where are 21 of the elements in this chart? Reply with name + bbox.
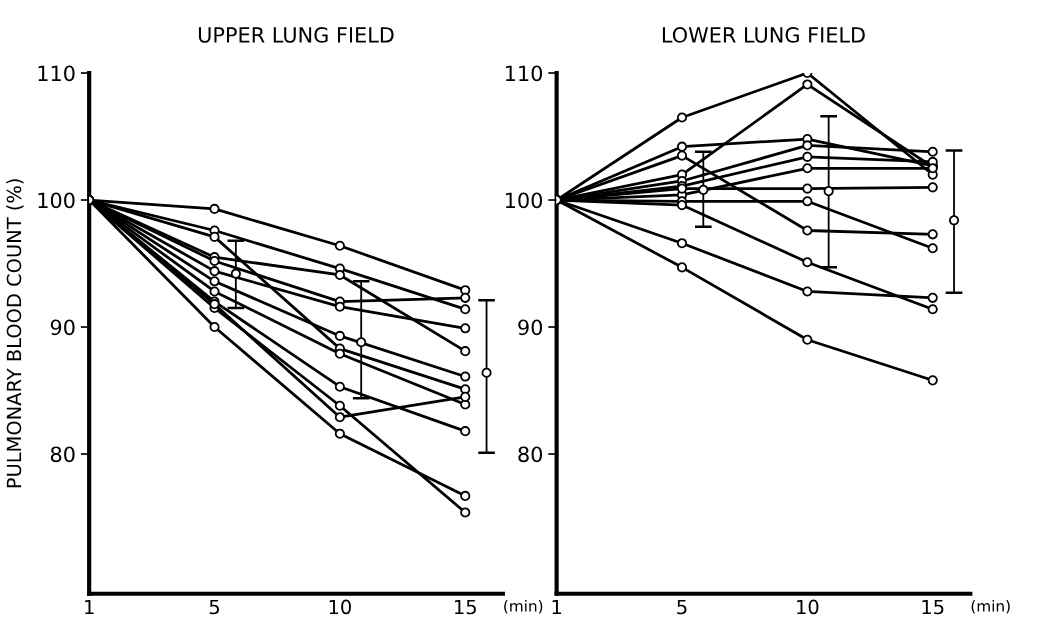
- x-axis-title: (min): [504, 599, 543, 614]
- x-tick-label: 10: [329, 599, 351, 615]
- x-tick-label: 1: [552, 599, 562, 615]
- x-tick-label: 5: [209, 599, 220, 615]
- y-axis-title: PULMONARY BLOOD COUNT (%): [6, 179, 24, 488]
- y-tick-label: 90: [50, 319, 75, 336]
- x-tick-label: 15: [455, 599, 476, 615]
- x-tick-label: 1: [85, 599, 94, 615]
- y-tick-label: 80: [518, 446, 543, 463]
- x-tick-label: 10: [797, 599, 819, 615]
- y-tick-label: 90: [518, 319, 543, 336]
- chart-title: LOWER LUNG FIELD: [662, 27, 865, 43]
- y-tick-label: 100: [505, 192, 543, 209]
- x-tick-label: 5: [677, 599, 687, 615]
- x-tick-label: 15: [922, 599, 944, 615]
- y-tick-label: 110: [505, 65, 543, 82]
- y-tick-label: 80: [50, 446, 75, 463]
- y-tick-label: 110: [38, 65, 75, 82]
- x-axis-title: (min): [971, 599, 1010, 614]
- y-tick-label: 100: [38, 192, 75, 209]
- chart-title: UPPER LUNG FIELD: [198, 27, 394, 43]
